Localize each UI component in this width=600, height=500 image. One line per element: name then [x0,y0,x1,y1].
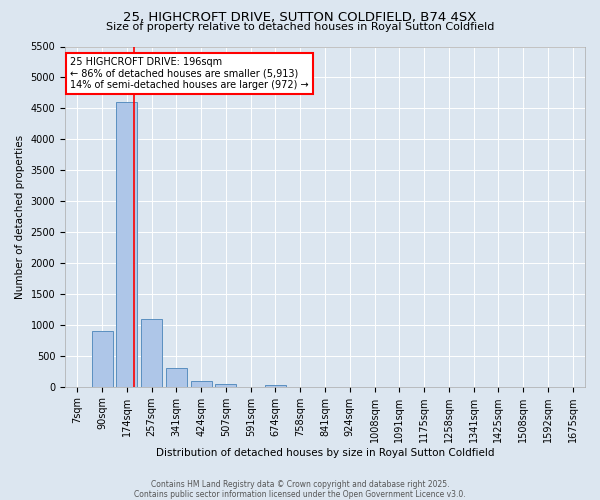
Bar [265,385,286,386]
Bar [116,102,137,387]
Text: Contains HM Land Registry data © Crown copyright and database right 2025.
Contai: Contains HM Land Registry data © Crown c… [134,480,466,499]
X-axis label: Distribution of detached houses by size in Royal Sutton Coldfield: Distribution of detached houses by size … [156,448,494,458]
Bar [191,382,212,386]
Bar [92,331,113,386]
Bar [141,318,162,386]
Text: Size of property relative to detached houses in Royal Sutton Coldfield: Size of property relative to detached ho… [106,22,494,32]
Text: 25 HIGHCROFT DRIVE: 196sqm
← 86% of detached houses are smaller (5,913)
14% of s: 25 HIGHCROFT DRIVE: 196sqm ← 86% of deta… [70,56,309,90]
Bar [215,384,236,386]
Text: 25, HIGHCROFT DRIVE, SUTTON COLDFIELD, B74 4SX: 25, HIGHCROFT DRIVE, SUTTON COLDFIELD, B… [124,11,476,24]
Y-axis label: Number of detached properties: Number of detached properties [15,134,25,298]
Bar [166,368,187,386]
